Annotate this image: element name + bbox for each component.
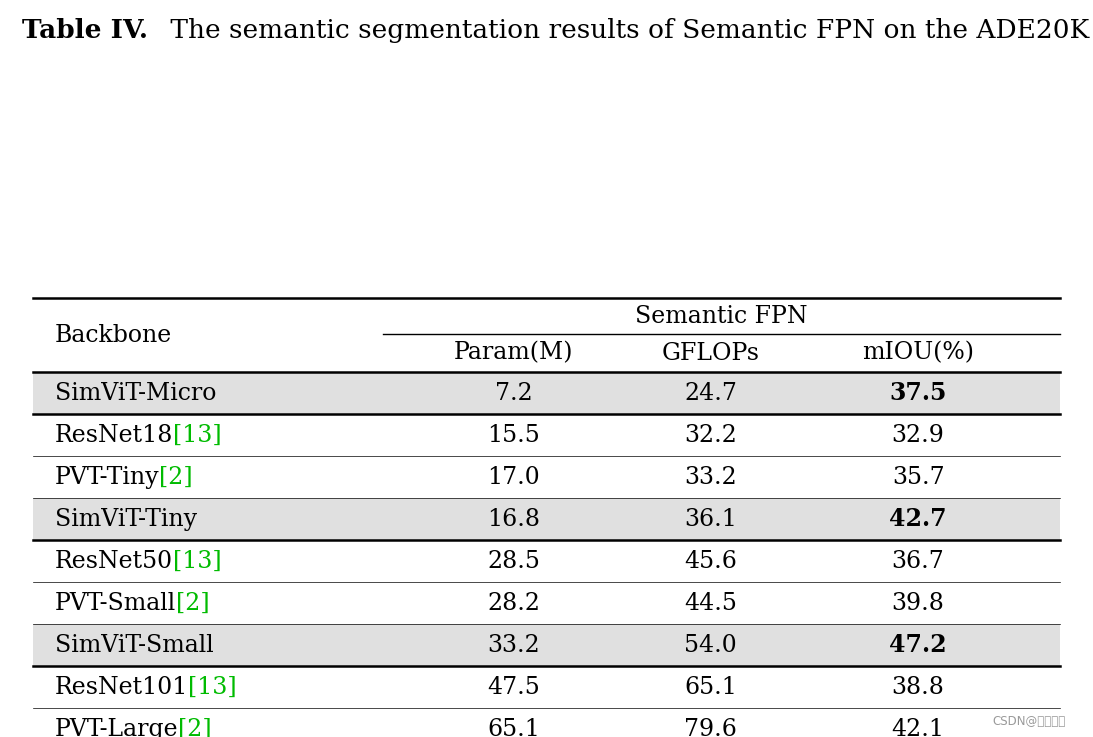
Text: Param(M): Param(M) (454, 341, 574, 365)
Text: 33.2: 33.2 (487, 634, 540, 657)
Text: [2]: [2] (160, 466, 192, 489)
Text: 42.1: 42.1 (892, 718, 944, 737)
Text: 16.8: 16.8 (487, 508, 540, 531)
Text: Table IV.: Table IV. (22, 18, 148, 43)
Text: PVT-Small: PVT-Small (55, 592, 176, 615)
Text: 44.5: 44.5 (684, 592, 737, 615)
Text: 47.5: 47.5 (487, 676, 540, 699)
Text: [13]: [13] (173, 424, 222, 447)
Text: Semantic FPN: Semantic FPN (635, 304, 808, 328)
Text: 65.1: 65.1 (487, 718, 540, 737)
Text: 35.7: 35.7 (892, 466, 944, 489)
Text: PVT-Tiny: PVT-Tiny (55, 466, 160, 489)
Text: 45.6: 45.6 (684, 550, 737, 573)
Text: CSDN@有为少年: CSDN@有为少年 (992, 715, 1066, 728)
Text: 37.5: 37.5 (890, 381, 947, 405)
Text: ResNet18: ResNet18 (55, 424, 173, 447)
Text: 33.2: 33.2 (684, 466, 737, 489)
Text: 15.5: 15.5 (487, 424, 540, 447)
Text: mIOU(%): mIOU(%) (862, 341, 974, 365)
Text: 28.5: 28.5 (487, 550, 540, 573)
Text: 38.8: 38.8 (892, 676, 944, 699)
Text: 36.7: 36.7 (892, 550, 944, 573)
Text: 32.2: 32.2 (684, 424, 737, 447)
Text: Backbone: Backbone (55, 324, 172, 347)
Text: PVT-Large: PVT-Large (55, 718, 178, 737)
Text: 28.2: 28.2 (487, 592, 540, 615)
Text: 54.0: 54.0 (684, 634, 737, 657)
Text: [2]: [2] (176, 592, 210, 615)
Text: 47.2: 47.2 (890, 633, 947, 657)
Text: ResNet101: ResNet101 (55, 676, 188, 699)
Text: 32.9: 32.9 (892, 424, 944, 447)
Text: SimViT-Tiny: SimViT-Tiny (55, 508, 197, 531)
Text: 7.2: 7.2 (495, 382, 532, 405)
Text: 42.7: 42.7 (890, 507, 947, 531)
Text: SimViT-Micro: SimViT-Micro (55, 382, 216, 405)
Text: 39.8: 39.8 (892, 592, 944, 615)
Text: 65.1: 65.1 (684, 676, 737, 699)
Text: 79.6: 79.6 (684, 718, 737, 737)
Text: [13]: [13] (173, 550, 222, 573)
Text: The semantic segmentation results of Semantic FPN on the ADE20K validation set. : The semantic segmentation results of Sem… (162, 18, 1093, 43)
Text: SimViT-Small: SimViT-Small (55, 634, 213, 657)
Text: ResNet50: ResNet50 (55, 550, 173, 573)
Text: 24.7: 24.7 (684, 382, 737, 405)
Text: GFLOPs: GFLOPs (661, 341, 760, 365)
Text: 17.0: 17.0 (487, 466, 540, 489)
Text: 36.1: 36.1 (684, 508, 737, 531)
Text: [2]: [2] (178, 718, 212, 737)
Text: [13]: [13] (188, 676, 237, 699)
